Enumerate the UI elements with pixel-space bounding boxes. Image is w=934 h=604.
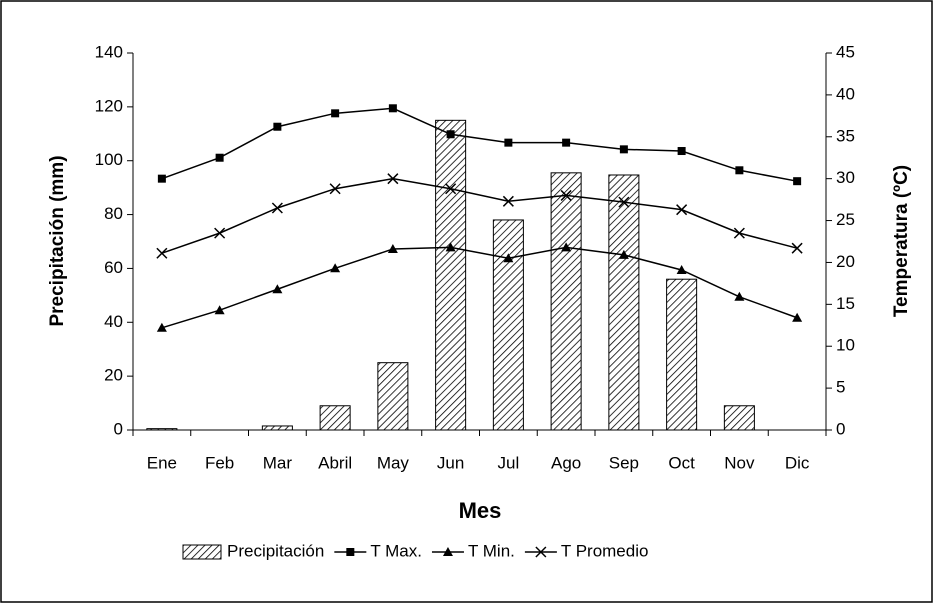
y2-tick-label: 30 [836, 168, 855, 187]
point [157, 174, 166, 183]
point [156, 322, 167, 332]
legend-label: Precipitación [227, 541, 324, 560]
point [445, 242, 456, 252]
legend-marker [442, 547, 453, 556]
point [214, 305, 225, 315]
x-tick-label: Ene [147, 453, 177, 472]
point [734, 291, 745, 301]
point [446, 130, 455, 139]
point [562, 138, 571, 147]
legend-swatch [182, 544, 222, 560]
point [733, 227, 745, 239]
point [677, 147, 686, 156]
line [161, 246, 798, 329]
bar [435, 119, 467, 431]
line [161, 107, 798, 182]
x-tick-label: Sep [609, 453, 639, 472]
x-tick-label: Ago [551, 453, 581, 472]
legend-label: T Min. [468, 541, 515, 560]
x-tick-label: Abril [318, 453, 352, 472]
point [331, 109, 340, 118]
point [388, 104, 397, 113]
point [618, 196, 630, 208]
x-tick-label: Nov [724, 453, 755, 472]
x-tick-label: Feb [205, 453, 234, 472]
y-tick-label: 60 [104, 258, 123, 277]
point [619, 145, 628, 154]
x-tick-label: Oct [668, 453, 695, 472]
y2-tick-label: 35 [836, 126, 855, 145]
point [792, 312, 803, 322]
point [214, 227, 226, 239]
y-tick-label: 40 [104, 312, 123, 331]
bar [492, 219, 524, 431]
point [387, 173, 399, 185]
x-tick-label: Dic [785, 453, 810, 472]
legend-label: T Promedio [561, 541, 649, 560]
point [618, 249, 629, 259]
legend-label: T Max. [370, 541, 422, 560]
point [387, 244, 398, 254]
point [793, 177, 802, 186]
bar [319, 405, 351, 431]
point [273, 122, 282, 131]
y2-tick-label: 20 [836, 252, 855, 271]
y-axis-title: Precipitación (mm) [47, 155, 68, 326]
y2-axis-title: Temperatura (ºC) [891, 165, 912, 317]
x-tick-label: May [377, 453, 410, 472]
y2-tick-label: 45 [836, 42, 855, 61]
y2-tick-label: 15 [836, 294, 855, 313]
y-tick-label: 100 [95, 150, 123, 169]
y-tick-label: 20 [104, 366, 123, 385]
bar [666, 278, 698, 431]
y2-tick-label: 25 [836, 210, 855, 229]
legend-marker [346, 548, 355, 556]
point [676, 204, 688, 216]
x-axis-title: Mes [459, 498, 502, 523]
point [560, 189, 572, 201]
y-tick-label: 120 [95, 96, 123, 115]
point [215, 153, 224, 162]
point [676, 264, 687, 274]
y2-tick-label: 10 [836, 336, 855, 355]
line [161, 177, 798, 254]
point [504, 138, 513, 147]
bar [550, 172, 582, 431]
point [502, 195, 514, 207]
legend-marker [535, 546, 547, 558]
point [445, 183, 457, 195]
point [272, 284, 283, 294]
point [329, 183, 341, 195]
y-tick-label: 0 [114, 419, 123, 438]
point [561, 242, 572, 252]
point [503, 253, 514, 263]
y2-tick-label: 5 [836, 378, 845, 397]
y-tick-label: 140 [95, 42, 123, 61]
bar [608, 174, 640, 431]
point [330, 263, 341, 273]
point [735, 166, 744, 175]
bar [723, 405, 755, 431]
point [271, 202, 283, 214]
x-tick-label: Mar [263, 453, 293, 472]
y-tick-label: 80 [104, 204, 123, 223]
bar [146, 428, 178, 431]
bar [377, 362, 409, 431]
y2-tick-label: 40 [836, 84, 855, 103]
bar [261, 425, 293, 431]
point [791, 242, 803, 254]
x-tick-label: Jul [498, 453, 520, 472]
point [156, 247, 168, 259]
x-tick-label: Jun [437, 453, 464, 472]
y2-tick-label: 0 [836, 419, 845, 438]
